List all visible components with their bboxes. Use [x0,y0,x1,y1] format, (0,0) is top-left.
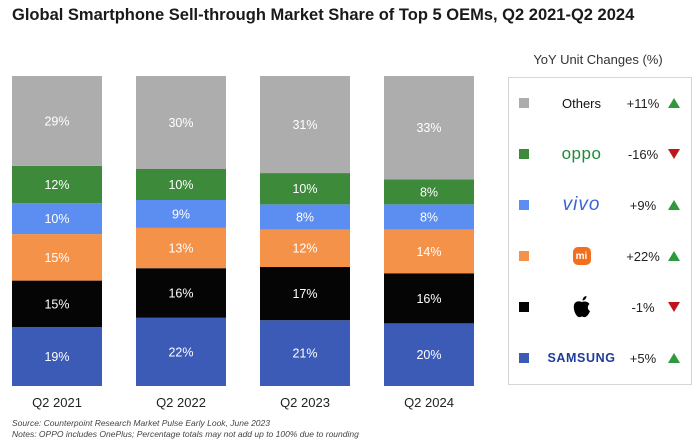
legend-change-apple: -1% [631,299,655,315]
bar-segment-samsung-q2-2022 [136,317,226,386]
bar-segment-vivo-q2-2022 [136,200,226,228]
legend-swatch-xiaomi [519,251,529,261]
x-axis-tick-label: Q2 2021 [32,395,82,410]
legend-row-samsung: SAMSUNG +5% [509,333,693,383]
bar-segment-apple-q2-2021 [12,280,102,328]
data-label: 8% [420,185,438,199]
bar-segment-oppo-q2-2022 [136,169,226,200]
down-arrow-icon [668,149,680,159]
data-label: 12% [44,178,69,192]
oppo-logo: oppo [561,144,602,163]
xiaomi-logo: mi [539,231,624,281]
down-arrow-icon [668,302,680,312]
bar-segment-apple-q2-2024 [384,273,474,324]
legend-swatch-oppo [519,149,529,159]
stacked-bar-chart: 19% 15% 15% 10% 12% 29% Q2 2021 22% 16% 13% 9% 10% 3… [12,76,474,410]
data-label: 30% [168,116,193,130]
bar-segment-vivo-q2-2023 [260,204,350,230]
bar-segment-others-q2-2023 [260,76,350,174]
apple-icon [573,296,590,318]
data-label: 16% [416,292,441,306]
bar-segment-others-q2-2021 [12,76,102,166]
data-label: 10% [168,178,193,192]
legend-swatch-apple [519,302,529,312]
data-label: 8% [296,210,314,224]
legend-change-xiaomi: +22% [626,248,660,264]
legend-row-vivo: vivo +9% [509,180,693,230]
legend-brand-others: Others [561,95,601,111]
legend-row-xiaomi: mi +22% [509,231,693,281]
apple-logo-icon [539,282,624,332]
data-label: 22% [168,345,193,359]
vivo-logo: vivo [562,194,601,215]
chart-notes: Source: Counterpoint Research Market Pul… [12,418,359,440]
up-arrow-icon [668,200,680,210]
data-label: 29% [44,114,69,128]
bar-segment-others-q2-2022 [136,76,226,169]
data-label: 15% [44,297,69,311]
bar-segment-xiaomi-q2-2021 [12,234,102,281]
up-arrow-icon [668,98,680,108]
data-label: 12% [292,242,317,256]
legend-swatch-samsung [519,353,529,363]
legend-swatch-others [519,98,529,108]
x-axis-tick-label: Q2 2023 [280,395,330,410]
samsung-logo: SAMSUNG [547,351,616,365]
source-note: Source: Counterpoint Research Market Pul… [12,418,270,428]
bar-segment-vivo-q2-2021 [12,203,102,235]
data-label: 21% [292,347,317,361]
bar-segment-vivo-q2-2024 [384,204,474,230]
bar-segment-samsung-q2-2021 [12,327,102,386]
legend-panel: Others +11% oppo -16% vivo +9% mi +22% -… [508,77,692,385]
up-arrow-icon [668,353,680,363]
x-axis-tick-label: Q2 2022 [156,395,206,410]
chart-title: Global Smartphone Sell-through Market Sh… [12,6,635,24]
bar-segment-xiaomi-q2-2024 [384,229,474,274]
data-label: 31% [292,118,317,132]
legend-change-vivo: +9% [629,197,657,213]
bar-segment-oppo-q2-2021 [12,165,102,204]
data-label: 8% [420,210,438,224]
bar-segment-xiaomi-q2-2022 [136,227,226,269]
bar-segment-oppo-q2-2024 [384,179,474,205]
data-label: 15% [44,251,69,265]
legend-heading: YoY Unit Changes (%) [533,52,663,67]
data-label: 17% [292,287,317,301]
up-arrow-icon [668,251,680,261]
legend-swatch-vivo [519,200,529,210]
xiaomi-logo-mark: mi [572,247,591,265]
data-label: 14% [416,245,441,259]
bar-segment-apple-q2-2022 [136,268,226,318]
legend-change-others: +11% [626,95,660,111]
bar-segment-samsung-q2-2023 [260,320,350,386]
legend-change-samsung: +5% [629,350,657,366]
legend-row-others: Others +11% [509,78,693,128]
bar-segment-apple-q2-2023 [260,267,350,321]
data-label: 10% [292,182,317,196]
data-label: 33% [416,121,441,135]
footnote: Notes: OPPO includes OnePlus; Percentage… [12,429,359,439]
bar-segment-samsung-q2-2024 [384,323,474,386]
legend-row-oppo: oppo -16% [509,129,693,179]
data-label: 19% [44,350,69,364]
data-label: 13% [168,242,193,256]
bar-segment-oppo-q2-2023 [260,173,350,205]
data-label: 9% [172,207,190,221]
x-axis-tick-label: Q2 2024 [404,395,454,410]
legend-row-apple: -1% [509,282,693,332]
bar-segment-xiaomi-q2-2023 [260,229,350,268]
legend-change-oppo: -16% [627,146,659,162]
data-label: 16% [168,287,193,301]
data-label: 10% [44,212,69,226]
data-label: 20% [416,348,441,362]
bar-segment-others-q2-2024 [384,76,474,180]
